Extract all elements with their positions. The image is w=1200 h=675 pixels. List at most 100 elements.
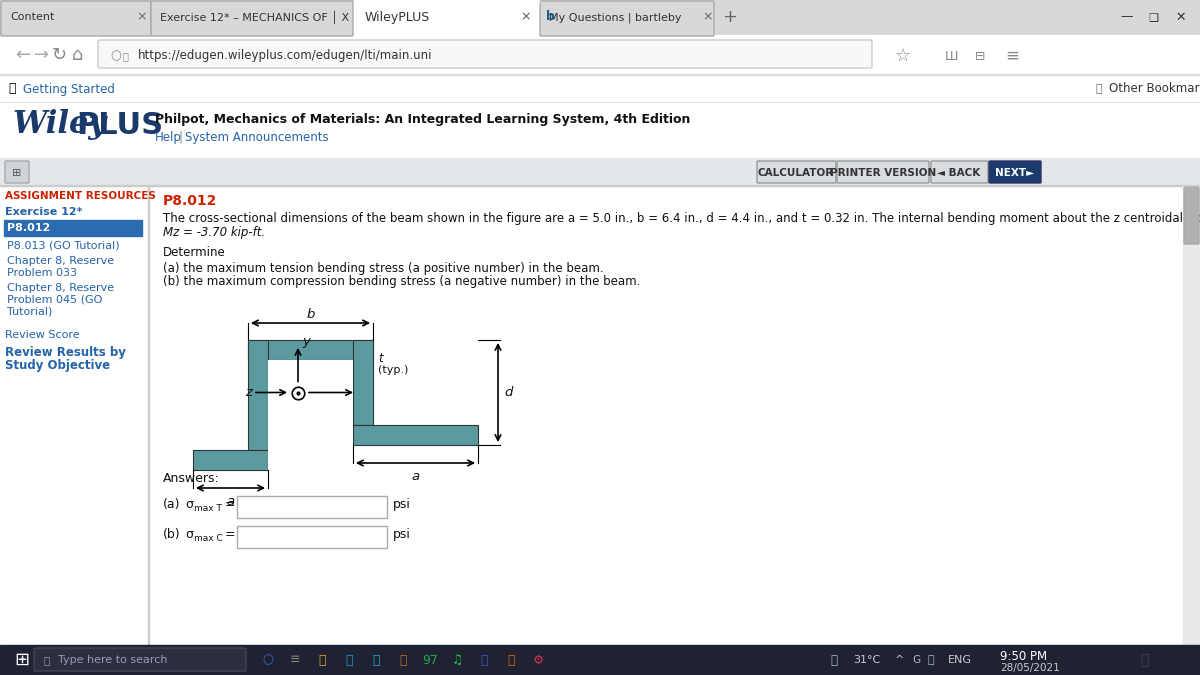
Text: 👥: 👥 [480,653,487,666]
Text: Content: Content [10,13,54,22]
Text: Review Results by: Review Results by [5,346,126,359]
Text: ^: ^ [895,655,905,665]
Text: G: G [912,655,920,665]
Text: Mz = -3.70 kip-ft.: Mz = -3.70 kip-ft. [163,226,265,239]
Text: =: = [226,528,235,541]
Bar [248,340,373,360]
FancyBboxPatch shape [1,1,151,36]
Text: ←: ← [14,46,30,64]
Text: ≡: ≡ [1006,47,1019,65]
Text: Chapter 8, Reserve: Chapter 8, Reserve [7,283,114,293]
Text: Answers:: Answers: [163,472,220,485]
Text: 🦊: 🦊 [8,82,16,95]
Text: →: → [34,46,49,64]
Text: ⊞: ⊞ [12,168,22,178]
Text: σ: σ [185,528,193,541]
Bar [354,0,539,2]
Text: 🔊: 🔊 [928,655,935,665]
Text: t: t [378,352,383,365]
Bar [0,186,1200,645]
Text: 📁: 📁 [318,653,325,666]
Text: Type here to search: Type here to search [58,655,168,665]
Text: P8.012: P8.012 [7,223,50,233]
Text: 🔒: 🔒 [124,51,128,61]
Text: psi: psi [394,528,410,541]
Bar [268,450,353,470]
Text: ⊟: ⊟ [974,49,985,63]
Text: ASSIGNMENT RESOURCES: ASSIGNMENT RESOURCES [5,191,156,201]
FancyBboxPatch shape [540,1,714,36]
Text: Chapter 8, Reserve: Chapter 8, Reserve [7,256,114,266]
Bar [0,103,1200,158]
Text: ⚙: ⚙ [533,653,544,666]
Text: a: a [412,470,420,483]
Text: ◄ BACK: ◄ BACK [937,168,980,178]
Text: Help: Help [155,130,182,144]
Bar [0,645,1200,675]
Text: Getting Started: Getting Started [23,82,115,95]
FancyBboxPatch shape [931,161,988,183]
Text: WileyPLUS: WileyPLUS [365,11,431,24]
Text: ×: × [136,11,146,24]
Bar [0,75,1200,103]
Bar [0,102,1200,103]
Text: ≡: ≡ [289,653,300,666]
FancyBboxPatch shape [98,40,872,68]
Text: PLUS: PLUS [76,111,163,140]
FancyBboxPatch shape [989,161,1042,183]
Bar [0,158,1200,186]
Bar [353,425,478,445]
Text: ×: × [702,11,713,24]
Text: max T: max T [194,504,222,513]
Text: P8.012: P8.012 [163,194,217,208]
Text: ENG: ENG [948,655,972,665]
Text: 31°C: 31°C [853,655,881,665]
FancyBboxPatch shape [5,161,29,183]
Bar [4,220,142,236]
Text: Problem 033: Problem 033 [7,268,77,278]
Text: 📁: 📁 [1096,84,1102,94]
Bar [238,496,386,518]
Bar [0,185,1200,186]
Text: b: b [546,11,554,24]
Text: Study Objective: Study Objective [5,359,110,372]
Text: (b) the maximum compression bending stress (a negative number) in the beam.: (b) the maximum compression bending stre… [163,275,641,288]
Text: Review Score: Review Score [5,330,79,340]
Text: +: + [722,8,737,26]
Text: 28/05/2021: 28/05/2021 [1000,663,1060,673]
Text: Other Bookmarks: Other Bookmarks [1109,82,1200,95]
Text: 🌥: 🌥 [830,653,838,666]
Text: y: y [302,335,310,348]
Text: z: z [245,386,252,399]
Bar [353,340,373,425]
Text: 97: 97 [422,653,438,666]
Text: ✕: ✕ [1175,11,1186,24]
FancyBboxPatch shape [151,1,353,36]
Text: Problem 045 (GO: Problem 045 (GO [7,295,102,305]
Text: Philpot, Mechanics of Materials: An Integrated Learning System, 4th Edition: Philpot, Mechanics of Materials: An Inte… [155,113,690,126]
Text: 🔍: 🔍 [43,655,49,665]
Text: Exercise 12* – MECHANICS OF │ X: Exercise 12* – MECHANICS OF │ X [160,11,349,24]
Text: —: — [1120,11,1133,24]
Text: d: d [504,386,512,399]
Text: https://edugen.wileyplus.com/edugen/lti/main.uni: https://edugen.wileyplus.com/edugen/lti/… [138,49,432,63]
Text: (b): (b) [163,528,181,541]
Bar [0,35,1200,75]
FancyBboxPatch shape [34,648,246,671]
FancyBboxPatch shape [757,161,836,183]
Text: a: a [227,495,234,508]
Text: (typ.): (typ.) [378,365,408,375]
Text: 📦: 📦 [400,653,407,666]
Text: 🌊: 🌊 [346,653,353,666]
Text: (a): (a) [163,498,180,511]
Text: Tutorial): Tutorial) [7,307,53,317]
Text: (a) the maximum tension bending stress (a positive number) in the beam.: (a) the maximum tension bending stress (… [163,262,604,275]
Text: =: = [226,498,235,511]
Bar [268,360,353,425]
Text: ×: × [520,11,530,24]
Text: CALCULATOR: CALCULATOR [758,168,834,178]
Text: ⌂: ⌂ [72,46,83,64]
FancyBboxPatch shape [838,161,929,183]
Text: psi: psi [394,498,410,511]
Bar [354,0,539,35]
